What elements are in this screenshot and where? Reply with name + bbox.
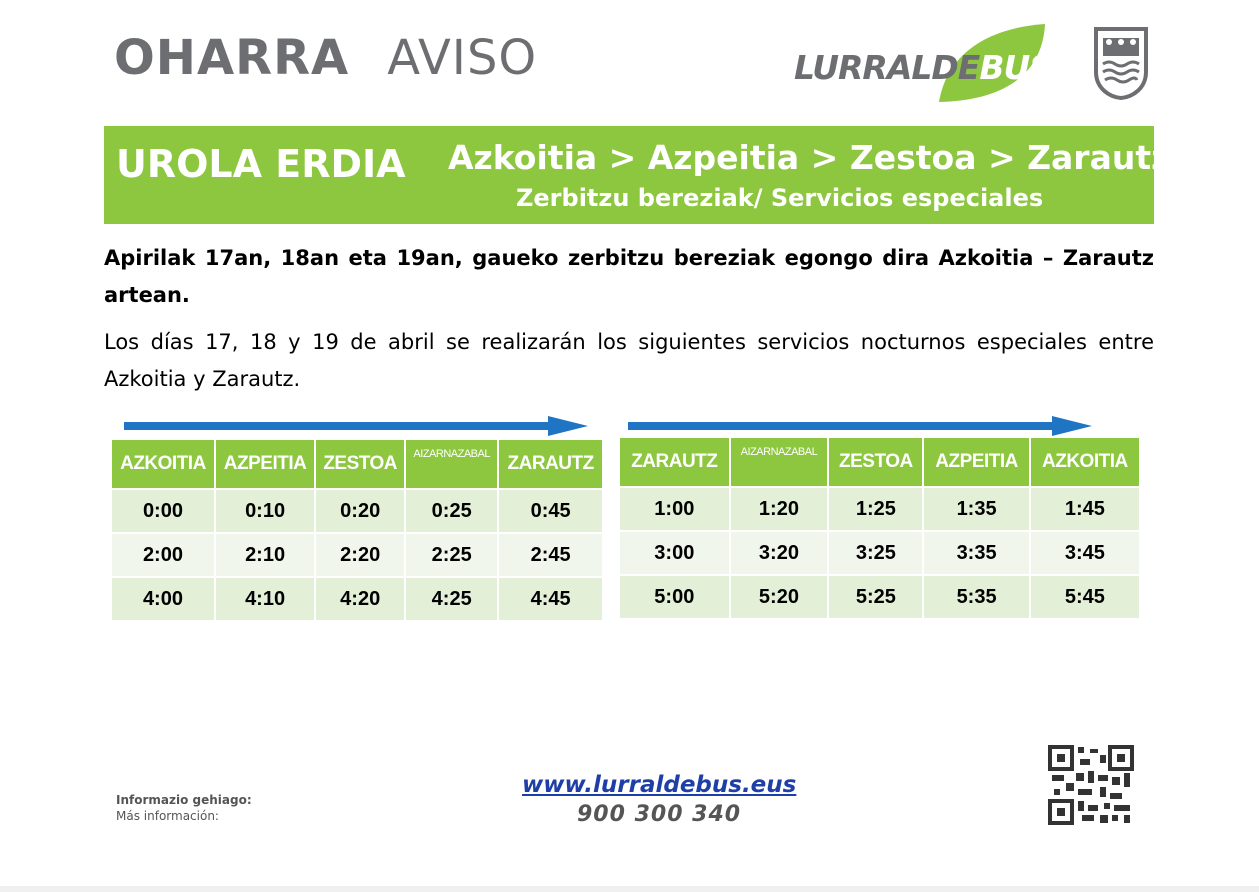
more-info-label: Informazio gehiago: Más información: [116,792,252,824]
logo-text-bus: BUS [979,48,1053,87]
gipuzkoa-shield-icon [1094,27,1148,100]
column-header: ZESTOA [315,440,407,489]
column-header: AIZARNAZABAL [405,440,500,489]
table-cell: 2:20 [315,532,407,577]
bottom-divider [0,886,1259,892]
table-header-row: AZKOITIA AZPEITIA ZESTOA AIZARNAZABAL ZA… [112,440,604,489]
logo-text-lurralde: LURRALDE [794,48,980,87]
lurraldebus-logo: LURRALDEBUS [792,22,1054,108]
table-cell: 3:35 [923,530,1031,575]
table-cell: 3:20 [729,530,830,575]
table-cell: 2:00 [112,532,216,577]
column-header: AZKOITIA [1029,438,1142,487]
phone-number: 900 300 340 [577,802,742,827]
timetable-outbound: AZKOITIA AZPEITIA ZESTOA AIZARNAZABAL ZA… [112,440,604,620]
table-cell: 3:00 [620,530,731,575]
table-cell: 5:00 [620,574,731,618]
notice-spanish: Los días 17, 18 y 19 de abril se realiza… [104,330,1154,391]
table-cell: 1:35 [923,486,1031,531]
notice-basque: Apirilak 17an, 18an eta 19an, gaueko zer… [104,246,1154,307]
qr-code-icon [1048,745,1134,825]
table-cell: 5:35 [923,574,1031,618]
table-cell: 1:00 [620,486,731,531]
more-info-basque: Informazio gehiago: [116,793,252,807]
column-header: AZPEITIA [214,440,317,489]
table-cell: 5:45 [1029,574,1142,618]
table-header-row: ZARAUTZ AIZARNAZABAL ZESTOA AZPEITIA AZK… [620,438,1142,487]
table-cell: 5:25 [828,574,925,618]
logo-text: LURRALDEBUS [794,48,1053,87]
title-basque: OHARRA [114,30,350,86]
table-row: 1:00 1:20 1:25 1:35 1:45 [620,486,1142,531]
table-row: 4:00 4:10 4:20 4:25 4:45 [112,576,604,620]
title-spanish: AVISO [387,30,538,86]
direction-arrow-outbound [124,416,588,436]
table-cell: 2:25 [405,532,500,577]
column-header: AIZARNAZABAL [729,438,830,487]
table-cell: 4:45 [498,576,604,620]
route-stops: Azkoitia > Azpeitia > Zestoa > Zarautz [448,138,1171,177]
table-cell: 4:10 [214,576,317,620]
column-header: AZKOITIA [112,440,216,489]
table-cell: 3:45 [1029,530,1142,575]
column-header: ZESTOA [828,438,925,487]
table-cell: 0:20 [315,488,407,533]
more-info-spanish: Más información: [116,809,219,823]
table-cell: 4:00 [112,576,216,620]
table-cell: 2:45 [498,532,604,577]
table-row: 2:00 2:10 2:20 2:25 2:45 [112,532,604,577]
page-title: OHARRA AVISO [114,30,537,86]
table-cell: 5:20 [729,574,830,618]
table-row: 3:00 3:20 3:25 3:35 3:45 [620,530,1142,575]
column-header: ZARAUTZ [498,440,604,489]
area-name: UROLA ERDIA [116,142,406,186]
timetable-return: ZARAUTZ AIZARNAZABAL ZESTOA AZPEITIA AZK… [620,438,1142,618]
column-header: ZARAUTZ [620,438,731,487]
table-cell: 2:10 [214,532,317,577]
service-subtitle: Zerbitzu bereziak/ Servicios especiales [516,184,1044,212]
table-cell: 4:20 [315,576,407,620]
table-cell: 3:25 [828,530,925,575]
table-row: 5:00 5:20 5:25 5:35 5:45 [620,574,1142,618]
table-row: 0:00 0:10 0:20 0:25 0:45 [112,488,604,533]
table-cell: 0:25 [405,488,500,533]
column-header: AZPEITIA [923,438,1031,487]
table-cell: 4:25 [405,576,500,620]
table-cell: 1:20 [729,486,830,531]
table-cell: 0:45 [498,488,604,533]
table-cell: 0:00 [112,488,216,533]
route-banner: UROLA ERDIA Azkoitia > Azpeitia > Zestoa… [104,126,1170,224]
direction-arrow-return [628,416,1092,436]
table-cell: 0:10 [214,488,317,533]
table-cell: 1:45 [1029,486,1142,531]
leaf-icon [939,24,1045,102]
table-cell: 1:25 [828,486,925,531]
website-link[interactable]: www.lurraldebus.eus [522,772,797,798]
